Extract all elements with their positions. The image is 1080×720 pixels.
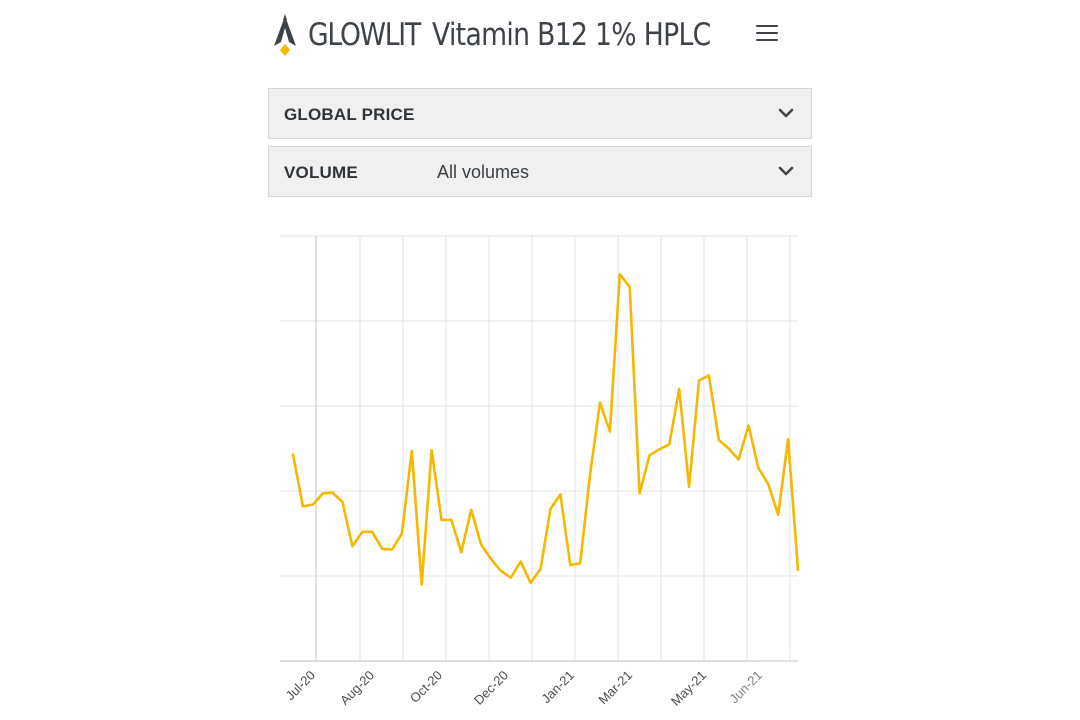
header: GLOWLIT Vitamin B12 1% HPLC: [268, 8, 812, 64]
data-point[interactable]: [378, 545, 386, 553]
rocket-logo-icon[interactable]: [270, 14, 300, 56]
data-point[interactable]: [646, 451, 654, 459]
data-point[interactable]: [745, 422, 753, 430]
data-point[interactable]: [576, 559, 584, 567]
data-point[interactable]: [725, 445, 733, 453]
chevron-down-icon: [778, 108, 794, 118]
x-tick-label: May-21: [668, 668, 709, 709]
volume-selected-value: All volumes: [437, 162, 530, 182]
volume-label: VOLUME: [284, 163, 358, 182]
page-title: Vitamin B12 1% HPLC: [432, 17, 711, 53]
data-point[interactable]: [388, 546, 396, 554]
data-point[interactable]: [715, 436, 723, 444]
data-point[interactable]: [537, 565, 545, 573]
global-price-label: GLOBAL PRICE: [284, 105, 415, 124]
chevron-down-icon: [778, 166, 794, 176]
menu-bar: [756, 39, 778, 41]
data-point[interactable]: [566, 561, 574, 569]
hamburger-menu-icon[interactable]: [754, 20, 782, 46]
x-tick-label: Aug-20: [337, 668, 377, 708]
data-point[interactable]: [428, 446, 436, 454]
data-point[interactable]: [348, 542, 356, 550]
chart-series[interactable]: [289, 270, 802, 588]
x-tick-label: Jan-21: [538, 668, 577, 707]
data-point[interactable]: [457, 548, 465, 556]
x-tick-label: Oct-20: [407, 668, 445, 706]
menu-bar: [756, 25, 778, 27]
data-point[interactable]: [507, 574, 515, 582]
data-point[interactable]: [517, 558, 525, 566]
data-point[interactable]: [477, 541, 485, 549]
data-point[interactable]: [418, 581, 426, 589]
data-point[interactable]: [695, 377, 703, 385]
data-point[interactable]: [616, 270, 624, 278]
data-point[interactable]: [665, 440, 673, 448]
data-point[interactable]: [596, 399, 604, 407]
data-point[interactable]: [398, 530, 406, 538]
x-tick-label: Dec-20: [471, 668, 511, 708]
data-point[interactable]: [547, 505, 555, 513]
data-point[interactable]: [339, 498, 347, 506]
data-point[interactable]: [487, 555, 495, 563]
data-point[interactable]: [408, 447, 416, 455]
chart-x-tick-labels: Jul-20 Aug-20 Oct-20 Dec-20 Jan-21 Mar-21 May-…: [282, 668, 765, 709]
data-point[interactable]: [675, 385, 683, 393]
global-price-dropdown[interactable]: GLOBAL PRICE: [268, 88, 812, 139]
data-point[interactable]: [636, 490, 644, 498]
data-point[interactable]: [319, 490, 327, 498]
data-point[interactable]: [358, 528, 366, 536]
chart-grid: [280, 235, 798, 661]
data-point[interactable]: [447, 516, 455, 524]
data-point[interactable]: [467, 506, 475, 514]
series-line[interactable]: [291, 272, 800, 586]
data-point[interactable]: [556, 490, 564, 498]
data-point[interactable]: [794, 566, 802, 574]
volume-dropdown[interactable]: VOLUME All volumes: [268, 146, 812, 197]
data-point[interactable]: [655, 445, 663, 453]
data-point[interactable]: [289, 450, 297, 458]
data-point[interactable]: [299, 502, 307, 510]
data-point[interactable]: [685, 483, 693, 491]
data-point[interactable]: [586, 470, 594, 478]
data-point[interactable]: [774, 511, 782, 519]
data-point[interactable]: [329, 489, 337, 497]
data-point[interactable]: [626, 283, 634, 291]
data-point[interactable]: [735, 456, 743, 464]
data-point[interactable]: [754, 464, 762, 472]
x-tick-label: Jul-20: [282, 668, 318, 704]
data-point[interactable]: [606, 428, 614, 436]
data-point[interactable]: [309, 501, 317, 509]
data-point[interactable]: [368, 528, 376, 536]
data-point[interactable]: [497, 567, 505, 575]
data-point[interactable]: [705, 371, 713, 379]
brand-name[interactable]: GLOWLIT: [308, 17, 421, 53]
x-tick-label: Mar-21: [595, 668, 635, 708]
menu-bar: [756, 32, 778, 34]
data-point[interactable]: [527, 579, 535, 587]
x-tick-label: Jun-21: [726, 668, 765, 707]
data-point[interactable]: [438, 516, 446, 524]
data-point[interactable]: [764, 480, 772, 488]
data-point[interactable]: [784, 435, 792, 443]
